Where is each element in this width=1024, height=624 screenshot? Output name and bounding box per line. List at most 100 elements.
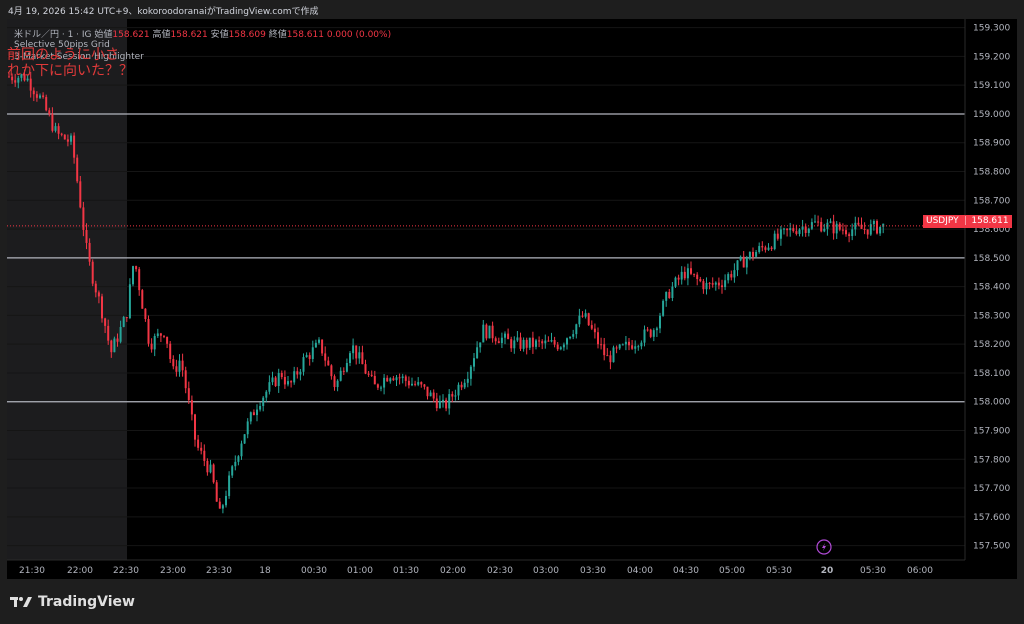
indicator-grid[interactable]: Selective 50pips Grid xyxy=(14,40,110,50)
candle-body xyxy=(764,247,767,250)
y-tick-label: 158.600 xyxy=(973,225,1010,235)
candle-body xyxy=(727,274,730,281)
candle-body xyxy=(566,338,568,345)
candle-body xyxy=(79,181,82,208)
candle-body xyxy=(652,330,655,337)
candle-body xyxy=(491,325,494,339)
candle-body xyxy=(708,282,711,284)
high-value: 158.621 xyxy=(170,30,208,40)
candle-body xyxy=(469,366,472,379)
candle-body xyxy=(392,378,395,381)
candle-body xyxy=(308,355,311,359)
indicator-session[interactable]: 3-Market Session Highlighter xyxy=(14,52,144,62)
candle-body xyxy=(674,277,677,287)
candle-body xyxy=(395,377,398,381)
candle-body xyxy=(57,126,60,134)
candle-body xyxy=(206,460,209,473)
candle-body xyxy=(249,412,252,422)
candle-body xyxy=(32,90,35,95)
y-tick-label: 159.100 xyxy=(973,81,1010,91)
candle-body xyxy=(324,353,327,361)
candle-body xyxy=(742,256,745,268)
candle-body xyxy=(423,384,426,387)
candle-body xyxy=(866,229,869,235)
candle-body xyxy=(451,394,454,397)
candle-body xyxy=(432,392,435,399)
candle-body xyxy=(665,291,668,301)
candle-body xyxy=(538,340,541,342)
candle-body xyxy=(479,342,482,348)
x-tick-label: 03:30 xyxy=(580,566,606,576)
candle-body xyxy=(352,345,355,354)
candle-body xyxy=(659,315,661,329)
annotation-line-2: れか下に向いた？？ xyxy=(7,63,133,79)
candle-body xyxy=(748,251,751,258)
candle-body xyxy=(851,229,854,237)
candle-body xyxy=(172,359,175,367)
candle-body xyxy=(355,345,358,359)
candle-body xyxy=(820,221,823,232)
candle-body xyxy=(696,274,699,280)
candle-body xyxy=(531,337,534,347)
candle-body xyxy=(262,397,265,407)
candle-body xyxy=(35,94,38,98)
candle-body xyxy=(200,447,203,451)
candle-body xyxy=(277,373,280,387)
candle-body xyxy=(29,78,32,91)
candle-body xyxy=(550,340,553,342)
candle-body xyxy=(8,76,10,78)
price-chart[interactable]: 159.300 159.200 159.100 159.000 158.900 158.8… xyxy=(7,19,1017,579)
change-value: 0.000 (0.00%) xyxy=(326,30,392,40)
candle-body xyxy=(221,505,224,509)
candle-body xyxy=(668,291,671,298)
candle-body xyxy=(646,329,649,331)
candle-body xyxy=(299,371,302,375)
candle-body xyxy=(88,242,91,262)
candle-body xyxy=(184,370,187,389)
candle-body xyxy=(528,337,531,348)
candle-body xyxy=(671,286,674,298)
candle-body xyxy=(463,382,466,388)
candle-body xyxy=(144,308,147,319)
symbol-legend[interactable]: 米ドル／円 · 1 · IG 始値158.621 高値158.621 安値158… xyxy=(14,27,391,40)
chart-frame[interactable]: 159.300 159.200 159.100 159.000 158.900 158.8… xyxy=(7,19,1017,579)
candle-body xyxy=(841,229,844,231)
candle-body xyxy=(259,406,262,410)
tradingview-logo-text: TradingView xyxy=(38,594,135,610)
y-tick-label: 158.200 xyxy=(973,340,1010,350)
candle-body xyxy=(761,246,764,248)
candle-body xyxy=(848,234,851,237)
candle-body xyxy=(569,336,572,339)
x-tick-label: 05:30 xyxy=(766,566,792,576)
candle-body xyxy=(153,336,156,350)
candle-body xyxy=(752,251,754,257)
candle-body xyxy=(736,260,739,271)
candle-body xyxy=(23,74,26,81)
candle-body xyxy=(575,324,578,335)
candle-body xyxy=(190,400,193,415)
candle-body xyxy=(169,343,172,360)
x-tick-label: 22:00 xyxy=(67,566,93,576)
candle-body xyxy=(829,221,832,223)
candle-body xyxy=(296,371,299,375)
candle-body xyxy=(556,344,559,350)
candle-body xyxy=(882,223,885,227)
y-tick-label: 157.500 xyxy=(973,542,1010,552)
low-label: 安値 xyxy=(210,30,229,40)
candle-body xyxy=(454,395,457,397)
candle-body xyxy=(314,342,317,348)
close-value: 158.611 xyxy=(286,30,324,40)
candle-body xyxy=(779,229,782,239)
candle-body xyxy=(147,318,150,344)
candle-body xyxy=(265,391,268,398)
candle-body xyxy=(11,76,14,81)
candle-body xyxy=(318,339,320,343)
candle-body xyxy=(311,347,314,359)
candle-body xyxy=(42,95,45,98)
alert-icon[interactable] xyxy=(816,539,832,555)
candle-body xyxy=(305,355,308,358)
candle-body xyxy=(869,224,872,235)
candle-body xyxy=(872,221,875,225)
candle-body xyxy=(541,341,544,344)
candle-body xyxy=(618,344,621,349)
